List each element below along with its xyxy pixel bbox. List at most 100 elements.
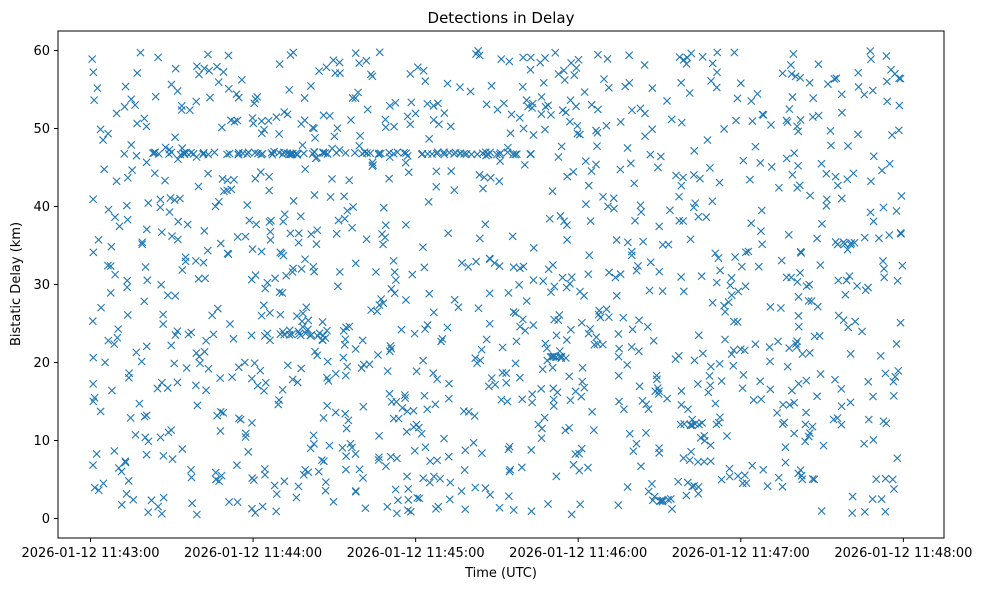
data-point bbox=[334, 216, 343, 225]
data-point bbox=[680, 420, 689, 428]
data-point bbox=[131, 101, 140, 110]
data-point bbox=[185, 106, 194, 115]
data-point bbox=[151, 92, 160, 101]
data-point bbox=[339, 326, 348, 335]
data-point bbox=[668, 505, 677, 513]
data-point bbox=[866, 208, 875, 217]
data-point bbox=[679, 173, 688, 182]
data-point bbox=[504, 288, 513, 297]
data-point bbox=[404, 484, 413, 493]
data-point bbox=[437, 337, 446, 346]
data-point bbox=[420, 263, 429, 272]
data-point bbox=[183, 220, 192, 229]
data-point bbox=[879, 203, 888, 212]
data-point bbox=[778, 69, 787, 78]
data-point bbox=[781, 443, 790, 452]
data-point bbox=[497, 55, 506, 64]
data-point bbox=[266, 227, 275, 236]
data-point bbox=[342, 452, 351, 461]
data-point bbox=[338, 443, 347, 452]
data-point bbox=[257, 311, 266, 320]
data-point bbox=[685, 89, 694, 98]
data-point bbox=[584, 181, 593, 190]
data-point bbox=[457, 487, 466, 496]
y-tick-label: 30 bbox=[33, 278, 50, 293]
data-point bbox=[763, 482, 772, 491]
data-point bbox=[440, 148, 449, 157]
data-point bbox=[250, 359, 259, 368]
data-point bbox=[879, 417, 888, 426]
data-point bbox=[248, 474, 257, 483]
data-point bbox=[491, 380, 500, 389]
data-point bbox=[518, 82, 527, 91]
data-point bbox=[537, 424, 546, 433]
data-point bbox=[268, 150, 277, 159]
data-point bbox=[288, 149, 297, 158]
data-point bbox=[553, 388, 562, 397]
data-point bbox=[635, 316, 644, 325]
data-point bbox=[872, 475, 881, 484]
data-point bbox=[386, 452, 395, 461]
data-point bbox=[289, 196, 298, 205]
data-point bbox=[421, 77, 430, 86]
data-point bbox=[420, 391, 429, 400]
data-point bbox=[739, 370, 748, 379]
data-point bbox=[652, 371, 661, 380]
data-point bbox=[690, 356, 699, 365]
data-point bbox=[390, 122, 399, 131]
data-point bbox=[336, 69, 344, 78]
data-point bbox=[503, 148, 512, 157]
data-point bbox=[99, 136, 108, 145]
data-point bbox=[756, 227, 765, 236]
data-point bbox=[419, 356, 428, 365]
data-point bbox=[495, 262, 504, 271]
data-point bbox=[157, 509, 166, 518]
data-point bbox=[392, 509, 401, 518]
data-point bbox=[788, 93, 797, 102]
data-point bbox=[351, 94, 360, 103]
data-point bbox=[300, 93, 309, 102]
data-point bbox=[563, 172, 572, 181]
data-point bbox=[837, 194, 846, 203]
data-point bbox=[209, 330, 218, 339]
data-point bbox=[121, 458, 130, 467]
data-point bbox=[342, 424, 351, 433]
data-point bbox=[265, 217, 274, 226]
data-point bbox=[90, 96, 99, 105]
data-point bbox=[645, 286, 654, 295]
data-point bbox=[756, 377, 765, 386]
data-point bbox=[537, 92, 546, 101]
data-point bbox=[210, 148, 219, 157]
data-point bbox=[182, 364, 191, 373]
data-point bbox=[577, 318, 586, 327]
data-point bbox=[224, 250, 233, 259]
data-point bbox=[321, 486, 330, 495]
data-point bbox=[89, 195, 98, 204]
data-point bbox=[379, 203, 388, 212]
data-point bbox=[412, 367, 421, 376]
data-point bbox=[674, 477, 683, 486]
data-point bbox=[831, 172, 840, 181]
data-point bbox=[793, 337, 802, 346]
data-points bbox=[88, 46, 907, 519]
data-point bbox=[864, 283, 873, 292]
data-point bbox=[882, 52, 891, 60]
data-point bbox=[623, 238, 632, 247]
data-point bbox=[548, 352, 556, 361]
data-point bbox=[509, 506, 518, 515]
data-point bbox=[375, 431, 384, 440]
data-point bbox=[758, 240, 767, 249]
data-point bbox=[167, 80, 176, 89]
y-axis-label: Bistatic Delay (km) bbox=[9, 222, 24, 346]
data-point bbox=[264, 116, 273, 125]
data-point bbox=[484, 150, 493, 159]
data-point bbox=[665, 206, 674, 215]
data-point bbox=[689, 203, 698, 212]
data-point bbox=[374, 456, 383, 465]
data-point bbox=[431, 400, 440, 409]
data-point bbox=[677, 386, 686, 395]
data-point bbox=[294, 238, 303, 247]
data-point bbox=[332, 148, 341, 157]
data-point bbox=[715, 359, 724, 368]
data-point bbox=[317, 456, 326, 465]
